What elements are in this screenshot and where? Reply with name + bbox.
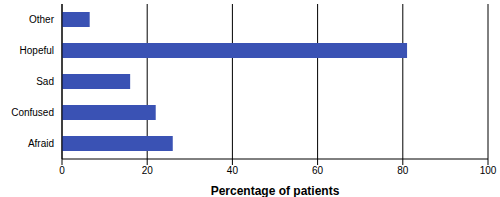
svg-text:Confused: Confused xyxy=(11,107,54,118)
svg-text:Hopeful: Hopeful xyxy=(20,45,54,56)
svg-text:0: 0 xyxy=(59,165,65,176)
svg-text:Afraid: Afraid xyxy=(28,138,54,149)
svg-text:80: 80 xyxy=(397,165,409,176)
svg-text:Sad: Sad xyxy=(36,76,54,87)
svg-text:40: 40 xyxy=(227,165,239,176)
svg-text:Other: Other xyxy=(29,14,55,25)
svg-text:Percentage of patients: Percentage of patients xyxy=(211,184,340,197)
svg-text:60: 60 xyxy=(312,165,324,176)
svg-text:20: 20 xyxy=(142,165,154,176)
svg-text:100: 100 xyxy=(480,165,492,176)
